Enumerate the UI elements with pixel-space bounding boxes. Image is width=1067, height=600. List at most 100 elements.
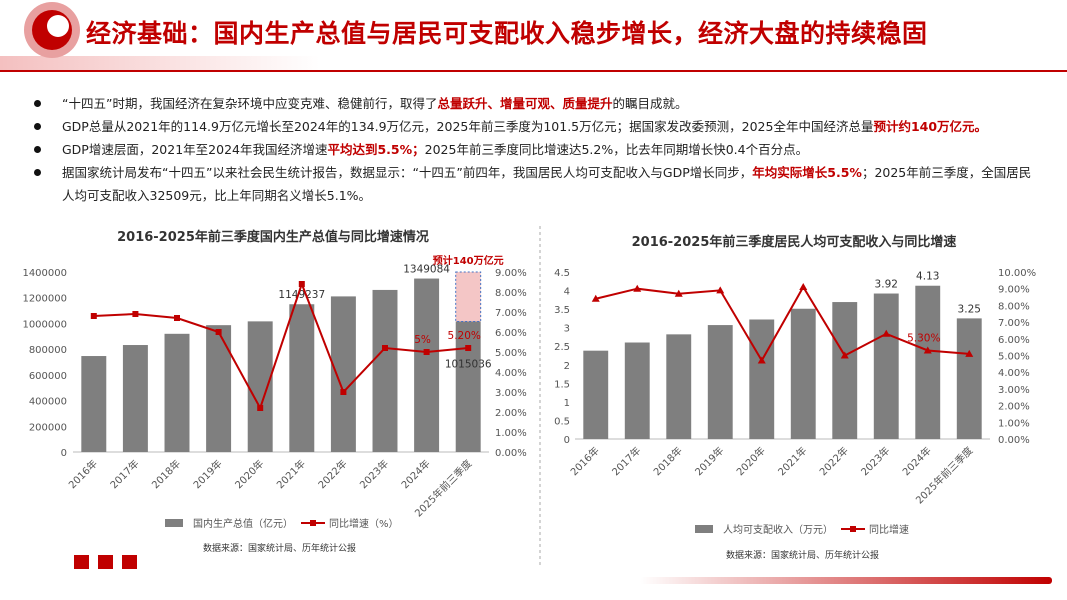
bullet-text: 预计约140万亿元。	[873, 119, 988, 134]
line-marker	[840, 351, 849, 359]
bullet-text: GDP增速层面，2021年至2024年我国经济增速	[62, 142, 328, 157]
y-tick-label: 1.5	[554, 379, 570, 390]
y-tick-label: 0.5	[554, 416, 570, 427]
x-tick-label: 2016年	[66, 457, 100, 491]
bullet-text: “十四五”时期，我国经济在复杂环境中应变克难、稳健前行，取得了	[62, 96, 438, 111]
x-tick-label: 2020年	[734, 444, 768, 478]
x-tick-label: 2018年	[651, 444, 685, 478]
x-tick-label: 2024年	[900, 444, 934, 478]
line-marker	[716, 286, 725, 294]
y2-tick-label: 5.00%	[998, 352, 1030, 363]
x-tick-label: 2018年	[149, 457, 183, 491]
legend-swatch	[850, 526, 856, 532]
bar	[956, 318, 982, 439]
y-tick-label: 800000	[29, 345, 67, 356]
bullet-text: 的瞩目成就。	[612, 96, 688, 111]
source-note: 数据来源：国家统计局、历年统计公报	[203, 542, 356, 554]
legend-label: 人均可支配收入（万元）	[723, 523, 833, 536]
x-tick-label: 2021年	[274, 457, 308, 491]
line-value-label: 5.20%	[448, 330, 481, 342]
line-marker	[382, 345, 388, 351]
y2-tick-label: 5.00%	[495, 348, 527, 359]
y2-tick-label: 2.00%	[495, 408, 527, 419]
legend-label: 同比增速	[869, 523, 909, 536]
bar	[455, 321, 481, 452]
bullet-text: GDP总量从2021年的114.9万亿元增长至2024年的134.9万亿元，20…	[62, 119, 874, 134]
y-tick-label: 600000	[29, 371, 67, 382]
y-tick-label: 0	[564, 435, 570, 446]
bullet-text: 总量跃升、增量可观、质量提升	[437, 96, 613, 111]
bar	[749, 319, 775, 439]
legend-swatch	[310, 520, 316, 526]
line-marker	[174, 315, 180, 321]
y2-tick-label: 2.00%	[998, 402, 1030, 413]
x-tick-label: 2019年	[190, 457, 224, 491]
line-marker	[633, 284, 642, 292]
y-tick-label: 4.5	[554, 268, 570, 279]
y-tick-label: 400000	[29, 397, 67, 408]
bullet: “十四五”时期，我国经济在复杂环境中应变克难、稳健前行，取得了总量跃升、增量可观…	[30, 92, 1040, 115]
x-tick-label: 2023年	[858, 444, 892, 478]
bar	[206, 325, 232, 452]
y-tick-label: 1000000	[22, 319, 67, 330]
line-marker	[799, 283, 808, 291]
y2-tick-label: 3.00%	[998, 385, 1030, 396]
bar	[414, 278, 440, 452]
line-marker	[423, 349, 430, 355]
bar-value-label: 1149237	[278, 289, 325, 301]
line-marker	[215, 329, 222, 335]
bullet: 据国家统计局发布“十四五”以来社会民生统计报告，数据显示：“十四五”前四年，我国…	[30, 161, 1040, 207]
bar	[81, 356, 107, 452]
line-value-label: 5%	[414, 334, 431, 346]
bullet-text: ；2025年前三季度，全国居民人均可支配收入32509元，比上年同期名义增长5.…	[62, 165, 1032, 203]
bar-value-label: 1015036	[445, 358, 492, 370]
bar	[372, 289, 398, 452]
chart-title: 2016-2025年前三季度居民人均可支配收入与同比增速	[632, 234, 957, 250]
y-tick-label: 1400000	[22, 268, 67, 279]
y-tick-label: 3.5	[554, 305, 570, 316]
y-tick-label: 4	[564, 287, 570, 298]
x-tick-label: 2021年	[775, 444, 809, 478]
legend-swatch	[695, 525, 713, 533]
forecast-label: 预计140万亿元	[433, 254, 504, 267]
y-tick-label: 3	[564, 324, 570, 335]
line-marker	[923, 346, 932, 354]
bar	[707, 325, 733, 439]
line-marker	[90, 313, 97, 319]
line-marker	[757, 356, 766, 364]
y2-tick-label: 0.00%	[495, 448, 527, 459]
y2-tick-label: 9.00%	[495, 268, 527, 279]
bar	[832, 302, 858, 439]
source-note: 数据来源：国家统计局、历年统计公报	[726, 549, 879, 561]
chart-title: 2016-2025年前三季度国内生产总值与同比增速情况	[117, 229, 429, 245]
bar	[873, 293, 899, 439]
line	[93, 281, 469, 411]
bar	[330, 296, 356, 452]
y-tick-label: 1200000	[22, 294, 67, 305]
y2-tick-label: 4.00%	[495, 368, 527, 379]
bar-value-label: 3.25	[958, 303, 981, 315]
bar	[583, 350, 609, 439]
line-marker	[465, 345, 472, 351]
y2-tick-label: 1.00%	[998, 418, 1030, 429]
y2-tick-label: 8.00%	[998, 301, 1030, 312]
x-tick-label: 2019年	[692, 444, 726, 478]
x-tick-label: 2024年	[398, 457, 432, 491]
x-tick-label: 2023年	[357, 457, 391, 491]
slide-title: 经济基础：国内生产总值与居民可支配收入稳步增长，经济大盘的持续稳固	[86, 19, 928, 48]
bullet-text: 年均实际增长5.5%	[752, 165, 862, 180]
bar	[122, 345, 148, 452]
y-tick-label: 0	[61, 448, 67, 459]
x-tick-label: 2020年	[232, 457, 266, 491]
line-marker	[257, 405, 264, 411]
bar-value-label: 3.92	[875, 279, 898, 291]
y2-tick-label: 7.00%	[495, 308, 527, 319]
legend-label: 国内生产总值（亿元）	[193, 517, 293, 530]
y2-tick-label: 7.00%	[998, 318, 1030, 329]
bar	[666, 334, 692, 439]
x-tick-label: 2017年	[107, 457, 141, 491]
legend-swatch	[165, 519, 183, 527]
